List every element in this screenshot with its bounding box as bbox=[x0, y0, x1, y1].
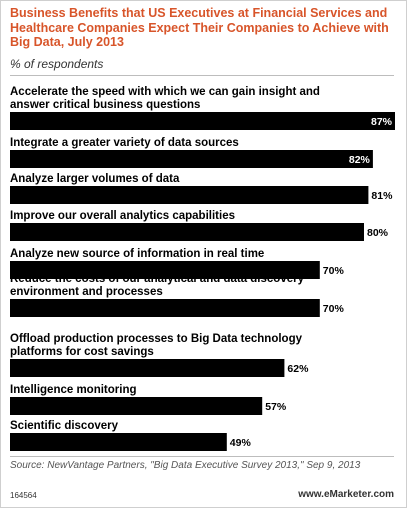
bar bbox=[10, 186, 369, 204]
value-label: 80% bbox=[367, 227, 389, 239]
category-label: Scientific discovery bbox=[10, 420, 119, 432]
bottom-divider bbox=[10, 456, 394, 457]
value-label: 82% bbox=[349, 154, 371, 166]
bar bbox=[10, 433, 227, 451]
chart-frame: Business Benefits that US Executives at … bbox=[0, 0, 407, 508]
chart-title: Business Benefits that US Executives at … bbox=[10, 6, 389, 49]
bar bbox=[10, 359, 285, 377]
category-label: Accelerate the speed with which we can g… bbox=[10, 86, 320, 111]
value-label: 70% bbox=[323, 265, 345, 277]
bar bbox=[10, 223, 364, 241]
value-label: 57% bbox=[265, 401, 287, 413]
value-label: 49% bbox=[230, 437, 252, 449]
category-label: Improve our overall analytics capabiliti… bbox=[10, 210, 235, 222]
category-label: Offload production processes to Big Data… bbox=[10, 333, 303, 358]
value-label: 70% bbox=[323, 303, 345, 315]
bar bbox=[10, 261, 320, 279]
bar bbox=[10, 112, 395, 130]
category-label: Integrate a greater variety of data sour… bbox=[10, 137, 239, 149]
chart-id: 164564 bbox=[10, 491, 37, 500]
brand-url: www.eMarketer.com bbox=[298, 489, 394, 500]
category-label: Intelligence monitoring bbox=[10, 384, 137, 396]
category-label: Analyze larger volumes of data bbox=[10, 173, 180, 185]
category-label: Reduce the costs of our analytical and d… bbox=[10, 273, 305, 298]
value-label: 62% bbox=[287, 363, 309, 375]
bar-chart: Accelerate the speed with which we can g… bbox=[10, 86, 395, 451]
value-label: 87% bbox=[371, 116, 393, 128]
top-divider bbox=[10, 75, 394, 76]
source-note: Source: NewVantage Partners, "Big Data E… bbox=[10, 460, 361, 471]
value-label: 81% bbox=[371, 190, 393, 202]
bar bbox=[10, 150, 373, 168]
bar bbox=[10, 299, 320, 317]
bar bbox=[10, 397, 263, 415]
chart-subtitle: % of respondents bbox=[10, 57, 104, 71]
category-label: Analyze new source of information in rea… bbox=[10, 248, 264, 260]
